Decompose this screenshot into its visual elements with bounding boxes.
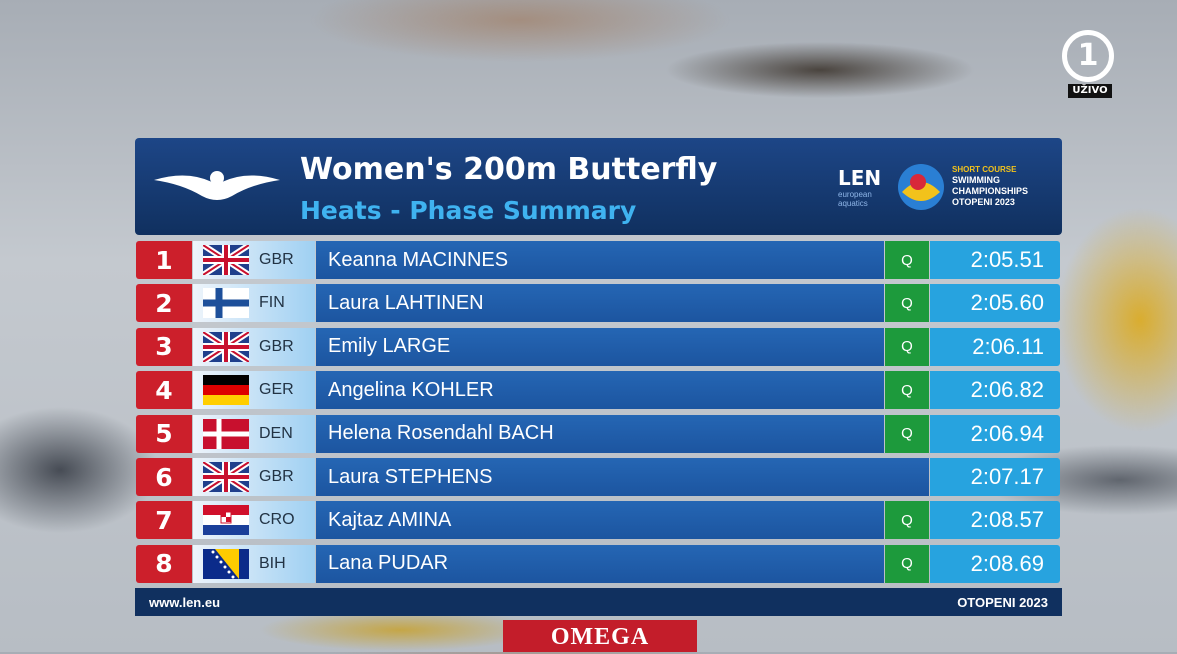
time: 2:08.69	[930, 544, 1060, 583]
qualified: Q	[885, 327, 929, 366]
athlete-name: Kajtaz AMINA	[316, 501, 884, 540]
athlete-name: Lana PUDAR	[316, 544, 884, 583]
qualified: Q	[885, 284, 929, 323]
rank: 8	[136, 544, 192, 583]
event-emblem	[898, 164, 944, 210]
qualified: Q	[885, 501, 929, 540]
brand: LEN	[838, 166, 882, 190]
qualified: Q	[885, 241, 929, 279]
athlete-name: Emily LARGE	[316, 327, 884, 366]
country-code: FIN	[259, 294, 285, 312]
nation: GBR	[193, 458, 315, 496]
qualified: Q	[885, 414, 929, 453]
time: 2:06.94	[930, 414, 1060, 453]
event-line: SHORT COURSE	[952, 165, 1017, 174]
rank: 1	[136, 241, 192, 279]
footer: www.len.eu OTOPENI 2023	[135, 588, 1062, 616]
nation: DEN	[193, 414, 315, 453]
nation: GBR	[193, 327, 315, 366]
nation: FIN	[193, 284, 315, 323]
footer-url: www.len.eu	[149, 594, 221, 610]
flag	[203, 331, 249, 362]
channel-logo: 1	[1062, 30, 1114, 82]
flag	[203, 418, 249, 449]
country-code: GBR	[259, 337, 294, 355]
qualified: Q	[885, 544, 929, 583]
rank: 7	[136, 501, 192, 540]
title: Women's 200m Butterfly	[300, 152, 718, 187]
country-code: BIH	[259, 554, 286, 572]
time: 2:08.57	[930, 501, 1060, 540]
nation: CRO	[193, 501, 315, 540]
live-label: UŽIVO	[1068, 84, 1112, 98]
flag	[203, 548, 249, 579]
country-code: GBR	[259, 468, 294, 485]
rank: 3	[136, 327, 192, 366]
brand-sub: european aquatics	[838, 190, 872, 208]
sponsor: OMEGA	[503, 620, 697, 652]
athlete-name: Helena Rosendahl BACH	[316, 414, 884, 453]
butterfly-icon	[154, 171, 280, 200]
country-code: GBR	[259, 251, 294, 268]
event-name: SHORT COURSE SWIMMING CHAMPIONSHIPS OTOP…	[952, 164, 1028, 208]
flag	[203, 462, 249, 492]
time: 2:05.51	[930, 241, 1060, 279]
event-line: SWIMMING	[952, 175, 1000, 185]
flag	[203, 375, 249, 406]
event-line: CHAMPIONSHIPS	[952, 186, 1029, 196]
athlete-name: Angelina KOHLER	[316, 371, 884, 410]
nation: BIH	[193, 544, 315, 583]
country-code: GER	[259, 381, 294, 399]
athlete-name: Laura STEPHENS	[316, 458, 929, 496]
nation: GBR	[193, 241, 315, 279]
athlete-name: Keanna MACINNES	[316, 241, 884, 279]
qualified: Q	[885, 371, 929, 410]
rank: 2	[136, 284, 192, 323]
nation: GER	[193, 371, 315, 410]
athlete-name: Laura LAHTINEN	[316, 284, 884, 323]
time: 2:07.17	[930, 458, 1060, 496]
country-code: DEN	[259, 424, 293, 442]
flag	[203, 505, 249, 536]
event-line: OTOPENI 2023	[952, 197, 1015, 207]
flag	[203, 245, 249, 275]
rank: 5	[136, 414, 192, 453]
time: 2:05.60	[930, 284, 1060, 323]
rank: 4	[136, 371, 192, 410]
subtitle: Heats - Phase Summary	[300, 196, 637, 225]
footer-venue: OTOPENI 2023	[957, 594, 1048, 610]
flag	[203, 288, 249, 319]
time: 2:06.11	[930, 327, 1060, 366]
time: 2:06.82	[930, 371, 1060, 410]
country-code: CRO	[259, 511, 295, 529]
rank: 6	[136, 458, 192, 496]
